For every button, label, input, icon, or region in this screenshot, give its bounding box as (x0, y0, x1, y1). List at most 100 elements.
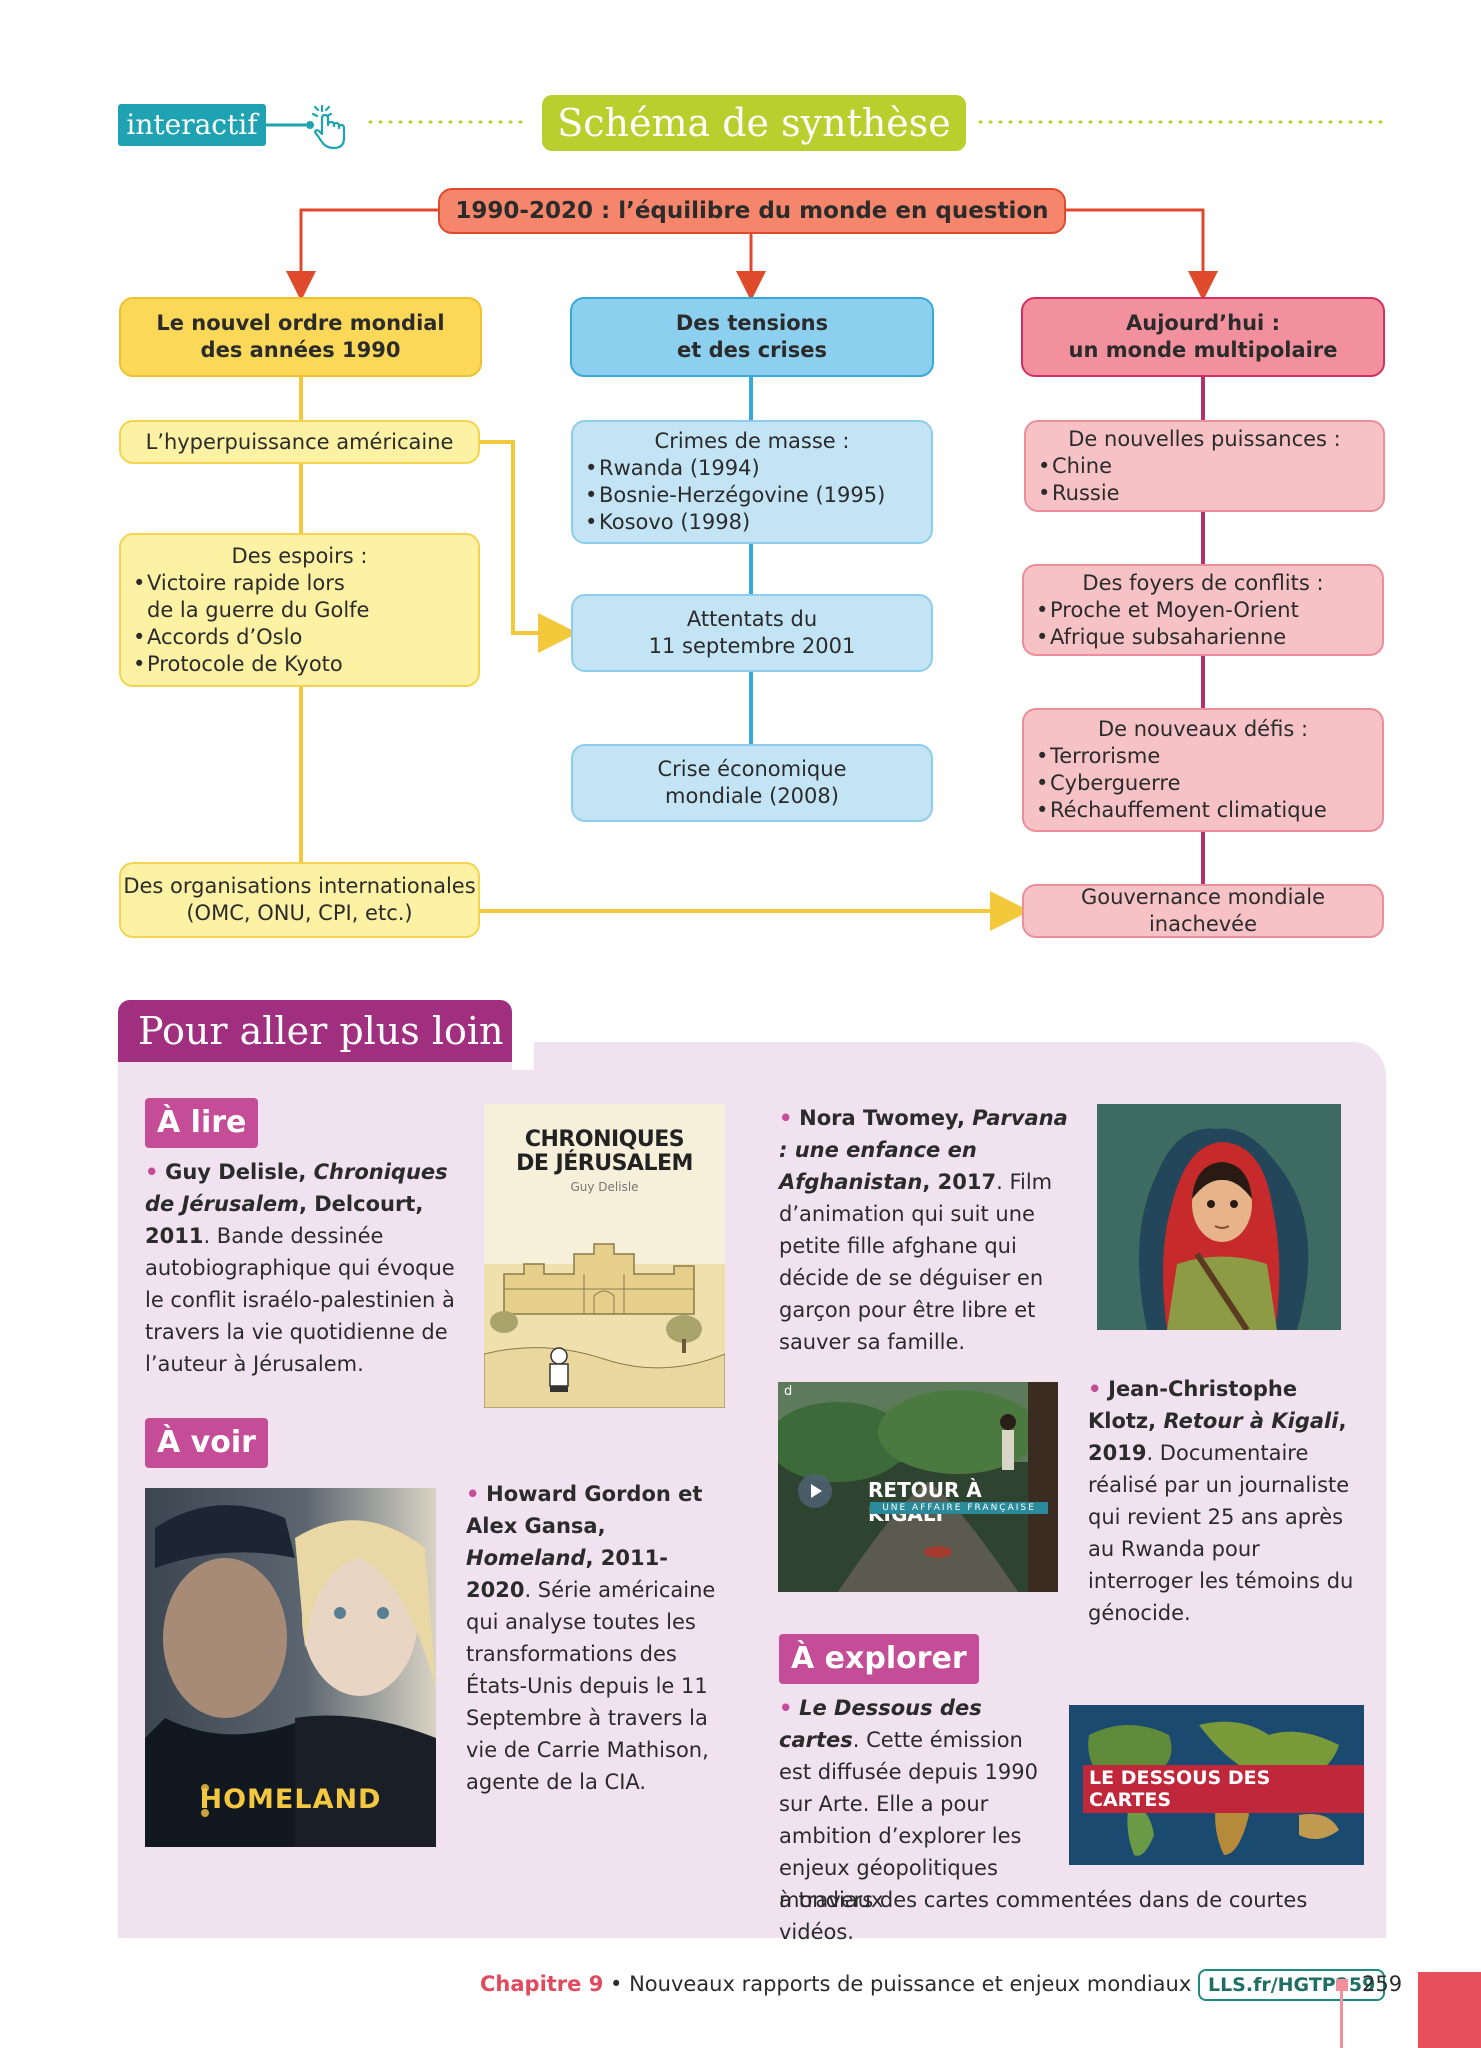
a-explorer-tab: À explorer (779, 1634, 979, 1684)
twomey-author: Nora Twomey, (799, 1106, 973, 1130)
dessous-title: Le Dessous des cartes (779, 1696, 982, 1752)
col2-node-crimes-list: Rwanda (1994) Bosnie-Herzégovine (1995) … (573, 455, 931, 536)
gordon-years: , 2011-2020 (466, 1546, 668, 1602)
col3-node-puissances-title: De nouvelles puissances : (1068, 426, 1341, 451)
list-item: Afrique subsaharienne (1036, 624, 1382, 651)
page-number: 259 (1362, 1972, 1403, 1996)
footer: Chapitre 9 • Nouveaux rapports de puissa… (480, 1962, 1400, 2006)
dessous-description-tail-text: à travers des cartes commentées dans de … (779, 1888, 1308, 1944)
interactif-label: interactif (126, 108, 258, 141)
cover-author: Guy Delisle (570, 1180, 639, 1194)
page-title-text: Schéma de synthèse (557, 101, 951, 145)
col2-header-line2: et des crises (677, 338, 827, 362)
col1-node-organisations-line2: (OMC, ONU, CPI, etc.) (186, 901, 413, 925)
title-dots-left (368, 120, 528, 124)
kigali-video-thumbnail[interactable]: d RETOUR À KIGALI UNE AFFAIRE FRANÇAISE (778, 1382, 1058, 1592)
footer-link[interactable]: LLS.fr/HGTP259 (1197, 1969, 1386, 2001)
bullet-dot: • (145, 1160, 159, 1184)
list-item: Bosnie-Herzégovine (1995) (585, 482, 931, 509)
col1-node-espoirs-title: Des espoirs : (231, 543, 368, 568)
dessous-entry: • Le Dessous des cartes. Cette émission … (779, 1692, 1059, 1916)
further-reading-title-text: Pour aller plus loin (138, 1009, 504, 1053)
interactif-badge[interactable]: interactif (118, 104, 266, 146)
bullet-dot: • (779, 1106, 793, 1130)
homeland-illustration (145, 1488, 436, 1847)
cover-title-line2: DE JÉRUSALEM (516, 1151, 693, 1176)
kigali-illustration (778, 1382, 1058, 1592)
col3-header: Aujourd’hui : un monde multipolaire (1021, 297, 1385, 377)
col1-node-espoirs: Des espoirs : Victoire rapide lors de la… (119, 533, 480, 687)
chroniques-cover[interactable]: CHRONIQUES DE JÉRUSALEM Guy Delisle (484, 1104, 725, 1408)
parvana-image[interactable] (1097, 1104, 1341, 1330)
page-title: Schéma de synthèse (542, 95, 966, 151)
cover-title-line1: CHRONIQUES (524, 1127, 685, 1152)
col3-node-conflits-title: Des foyers de conflits : (1082, 570, 1324, 595)
col3-node-conflits: Des foyers de conflits : Proche et Moyen… (1022, 564, 1384, 656)
gordon-description: . Série américaine qui analyse toutes le… (466, 1578, 716, 1794)
kigali-title-overlay: RETOUR À KIGALI (868, 1478, 982, 1526)
hand-pointer-icon (311, 104, 346, 150)
col1-node-organisations-line1: Des organisations internationales (123, 874, 476, 898)
list-item: Rwanda (1994) (585, 455, 931, 482)
col2-node-attentats-line1: Attentats du (686, 607, 818, 631)
kigali-subtitle-overlay: UNE AFFAIRE FRANÇAISE (870, 1502, 1048, 1514)
list-item-continued-text: de la guerre du Golfe (147, 597, 370, 622)
col1-header-line1: Le nouvel ordre mondial (156, 311, 445, 335)
gordon-title: Homeland (466, 1546, 586, 1570)
col2-node-crise: Crise économique mondiale (2008) (571, 744, 933, 822)
page-corner-tab (1418, 1972, 1481, 2048)
twomey-description: . Film d’animation qui suit une petite f… (779, 1170, 1053, 1354)
diagram-root: 1990-2020 : l’équilibre du monde en ques… (438, 188, 1066, 234)
cover-title: CHRONIQUES DE JÉRUSALEM (484, 1128, 725, 1176)
col3-node-defis-title: De nouveaux défis : (1097, 717, 1309, 741)
a-explorer-label: À explorer (791, 1641, 967, 1676)
klotz-entry: • Jean-Christophe Klotz, Retour à Kigali… (1088, 1373, 1358, 1629)
a-voir-label: À voir (157, 1425, 256, 1460)
col2-node-attentats-line2: 11 septembre 2001 (648, 634, 856, 658)
col3-node-puissances: De nouvelles puissances : Chine Russie (1024, 420, 1385, 512)
dessous-description-tail: à travers des cartes commentées dans de … (779, 1884, 1379, 1948)
col1-node-organisations: Des organisations internationales (OMC, … (119, 862, 480, 938)
homeland-poster-title: HOMELAND (199, 1784, 382, 1815)
list-item: Réchauffement climatique (1036, 797, 1382, 824)
col2-node-crise-line2: mondiale (2008) (665, 784, 839, 808)
diagram-connectors (286, 208, 1218, 931)
footer-chapter-title: Nouveaux rapports de puissance et enjeux… (629, 1972, 1192, 1996)
a-voir-tab: À voir (145, 1418, 268, 1468)
play-icon[interactable] (798, 1474, 832, 1508)
list-item: Kosovo (1998) (585, 509, 931, 536)
list-item: Russie (1038, 480, 1383, 507)
badge-connector (266, 121, 314, 129)
play-triangle (811, 1484, 822, 1498)
col2-node-attentats: Attentats du 11 septembre 2001 (571, 594, 933, 672)
klotz-year: , 2019 (1088, 1409, 1347, 1465)
list-item: Protocole de Kyoto (133, 651, 478, 678)
col3-node-gouvernance: Gouvernance mondiale inachevée (1022, 884, 1384, 938)
page-marker (1336, 1979, 1348, 1991)
col2-node-crimes-title: Crimes de masse : (654, 429, 850, 453)
footer-separator: • (603, 1972, 630, 1996)
klotz-title: Retour à Kigali (1163, 1409, 1339, 1433)
list-item: Accords d’Oslo (133, 624, 478, 651)
klotz-description: . Documentaire réalisé par un journalist… (1088, 1441, 1354, 1625)
col2-header: Des tensions et des crises (570, 297, 934, 377)
delisle-description: . Bande dessinée autobiographique qui év… (145, 1224, 455, 1376)
col3-node-conflits-list: Proche et Moyen-Orient Afrique subsahari… (1024, 597, 1382, 651)
delisle-publisher: , Delcourt, 2011 (145, 1192, 424, 1248)
col3-node-defis-list: Terrorisme Cyberguerre Réchauffement cli… (1024, 743, 1382, 824)
bullet-dot: • (779, 1696, 793, 1720)
col1-node-hyperpuissance-text: L’hyperpuissance américaine (145, 429, 454, 454)
col3-node-gouvernance-text: Gouvernance mondiale inachevée (1080, 885, 1326, 936)
delisle-entry: • Guy Delisle, Chroniques de Jérusalem, … (145, 1156, 461, 1380)
col1-node-hyperpuissance: L’hyperpuissance américaine (119, 420, 480, 464)
twomey-entry: • Nora Twomey, Parvana : une enfance en … (779, 1102, 1075, 1358)
col1-header-line2: des années 1990 (200, 338, 401, 362)
col3-node-defis: De nouveaux défis : Terrorisme Cyberguer… (1022, 708, 1384, 832)
delisle-author: Guy Delisle, (165, 1160, 314, 1184)
homeland-poster[interactable]: HOMELAND (145, 1488, 436, 1847)
col1-node-espoirs-list: Victoire rapide lors de la guerre du Gol… (121, 570, 478, 678)
delisle-title: Chroniques de Jérusalem (145, 1160, 448, 1216)
a-lire-label: À lire (157, 1105, 247, 1140)
list-item-continued: de la guerre du Golfe (133, 597, 478, 624)
dessous-des-cartes-thumbnail[interactable]: LE DESSOUS DES CARTES (1069, 1705, 1364, 1865)
